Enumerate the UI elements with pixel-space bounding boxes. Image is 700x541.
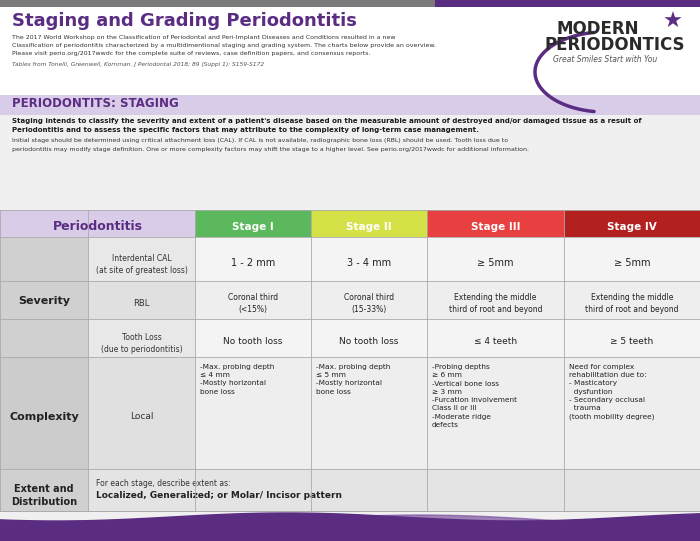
Text: Staging intends to classify the severity and extent of a patient's disease based: Staging intends to classify the severity… [12, 118, 641, 124]
Text: -Probing depths
≥ 6 mm
-Vertical bone loss
≥ 3 mm
-Furcation involvement
Class I: -Probing depths ≥ 6 mm -Vertical bone lo… [432, 364, 517, 428]
Bar [195, 237, 311, 281]
Text: ≥ 5mm: ≥ 5mm [477, 258, 514, 267]
Text: ★: ★ [663, 12, 683, 32]
Bar [427, 237, 564, 281]
Bar [0, 469, 88, 511]
Text: Coronal third
(15-33%): Coronal third (15-33%) [344, 293, 394, 314]
Bar [0, 210, 195, 237]
Text: Please visit perio.org/2017wwdc for the complete suite of reviews, case definiti: Please visit perio.org/2017wwdc for the … [12, 51, 370, 56]
Bar [0, 237, 88, 357]
Bar [195, 319, 311, 357]
Text: RBL: RBL [133, 299, 150, 308]
Text: Localized, Generalized; or Molar/ Incisor pattern: Localized, Generalized; or Molar/ Inciso… [96, 491, 342, 500]
Bar [564, 210, 700, 237]
Bar [0, 0, 435, 7]
Text: Local: Local [130, 412, 153, 421]
Text: Stage II: Stage II [346, 222, 392, 232]
Text: 3 - 4 mm: 3 - 4 mm [347, 258, 391, 267]
Text: Extending the middle
third of root and beyond: Extending the middle third of root and b… [585, 293, 679, 314]
Text: Stage III: Stage III [470, 222, 520, 232]
Bar [88, 237, 195, 281]
Bar [88, 469, 700, 511]
Text: Periodontitis: Periodontitis [52, 221, 143, 234]
Bar [427, 210, 564, 237]
Bar [427, 281, 564, 319]
Text: For each stage, describe extent as:: For each stage, describe extent as: [96, 479, 230, 488]
Bar [427, 357, 564, 469]
Text: ≥ 5mm: ≥ 5mm [614, 258, 650, 267]
Text: Extending the middle
third of root and beyond: Extending the middle third of root and b… [449, 293, 542, 314]
Text: No tooth loss: No tooth loss [340, 337, 399, 346]
Text: The 2017 World Workshop on the Classification of Periodontal and Peri-Implant Di: The 2017 World Workshop on the Classific… [12, 35, 395, 40]
Text: ≥ 5 teeth: ≥ 5 teeth [610, 337, 654, 346]
Bar [311, 237, 427, 281]
Text: Classification of periodontitis characterized by a multidimentional staging and : Classification of periodontitis characte… [12, 43, 436, 48]
Text: Interdental CAL
(at site of greatest loss): Interdental CAL (at site of greatest los… [96, 254, 188, 275]
Text: -Max. probing depth
≤ 5 mm
-Mostly horizontal
bone loss: -Max. probing depth ≤ 5 mm -Mostly horiz… [316, 364, 391, 395]
Bar [564, 319, 700, 357]
Text: Periodontitis and to assess the specific factors that may attribute to the compl: Periodontitis and to assess the specific… [12, 127, 479, 133]
Bar [88, 357, 195, 469]
Bar [564, 237, 700, 281]
Bar [195, 210, 311, 237]
Text: Severity: Severity [18, 295, 70, 306]
Text: Great Smiles Start with You: Great Smiles Start with You [553, 55, 657, 64]
Bar [311, 357, 427, 469]
Text: Tables from Tonelli, Greenwell, Kornman. J Periodontal 2018; 89 (Suppl 1): S159-: Tables from Tonelli, Greenwell, Kornman.… [12, 62, 264, 67]
Text: -Max. probing depth
≤ 4 mm
-Mostly horizontal
bone loss: -Max. probing depth ≤ 4 mm -Mostly horiz… [200, 364, 274, 395]
Text: PERIODONTITS: STAGING: PERIODONTITS: STAGING [12, 97, 178, 110]
Text: PERIODONTICS: PERIODONTICS [545, 36, 685, 54]
Bar [88, 319, 195, 357]
Bar [0, 357, 88, 469]
Bar [427, 319, 564, 357]
Bar [311, 319, 427, 357]
Bar [0, 115, 700, 210]
Text: 1 - 2 mm: 1 - 2 mm [231, 258, 275, 267]
Text: Initial stage should be determined using critical attachment loss (CAL). If CAL : Initial stage should be determined using… [12, 138, 508, 143]
Bar [195, 281, 311, 319]
Text: Complexity: Complexity [9, 412, 79, 421]
Bar [311, 210, 427, 237]
Bar [435, 0, 700, 7]
Text: No tooth loss: No tooth loss [223, 337, 283, 346]
Bar [88, 281, 195, 319]
Text: Staging and Grading Periodontitis: Staging and Grading Periodontitis [12, 12, 357, 30]
Text: Stage IV: Stage IV [607, 222, 657, 232]
Bar [564, 281, 700, 319]
Text: Coronal third
(<15%): Coronal third (<15%) [228, 293, 278, 314]
Bar [195, 357, 311, 469]
Bar [0, 95, 700, 115]
Text: Extent and
Distribution: Extent and Distribution [11, 484, 77, 507]
Text: periodontitis may modify stage definition. One or more complexity factors may sh: periodontitis may modify stage definitio… [12, 147, 529, 151]
Text: Stage I: Stage I [232, 222, 274, 232]
Text: ≤ 4 teeth: ≤ 4 teeth [474, 337, 517, 346]
Text: Need for complex
rehabilitation due to:
- Masticatory
  dysfuntion
- Secondary o: Need for complex rehabilitation due to: … [569, 364, 654, 420]
Bar [311, 281, 427, 319]
Text: MODERN: MODERN [556, 20, 638, 38]
Bar [0, 7, 700, 95]
Bar [564, 357, 700, 469]
Text: Tooth Loss
(due to periodontitis): Tooth Loss (due to periodontitis) [101, 333, 182, 354]
